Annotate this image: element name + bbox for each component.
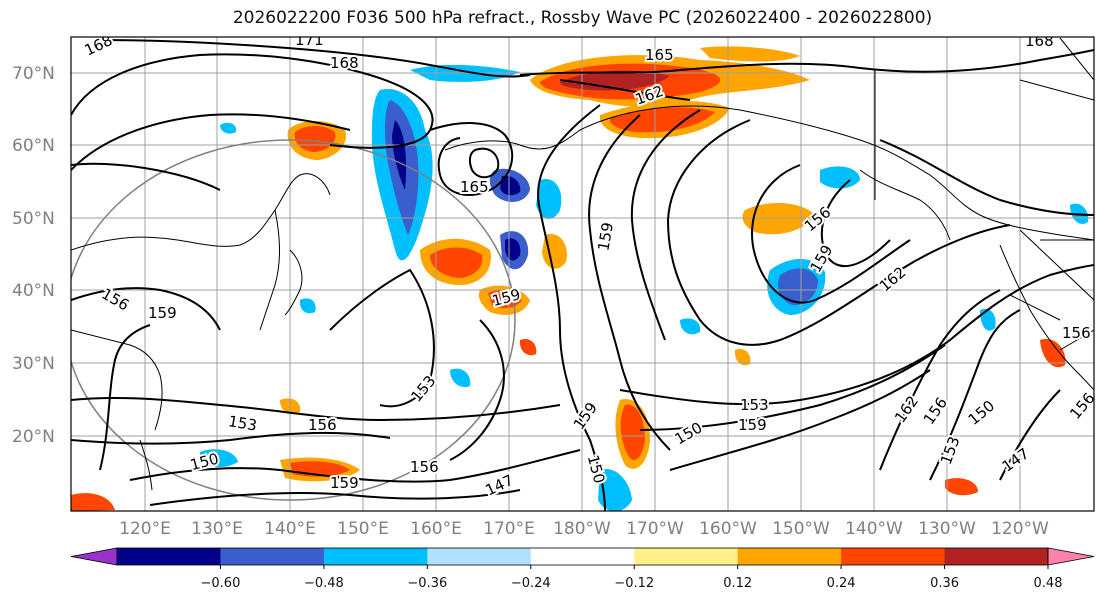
colorbar-tick-label: −0.48 <box>304 576 344 591</box>
lon-label: 170°E <box>483 519 535 539</box>
contour-label: 165 <box>645 46 674 64</box>
lat-label: 60°N <box>12 136 55 156</box>
contour-label: 159 <box>330 474 359 492</box>
colorbar-ticks: −0.60 −0.48 −0.36 −0.24 −0.12 0.12 0.24 0.36 0.4… <box>201 565 1063 591</box>
region-ellipse <box>71 139 516 501</box>
colorbar-tick-label: −0.24 <box>511 576 551 591</box>
colorbar-segment <box>427 548 532 565</box>
colorbar-segment <box>323 548 428 565</box>
contour-label: 159 <box>738 416 767 434</box>
colorbar <box>70 547 1095 566</box>
colorbar-tick-label: −0.36 <box>407 576 447 591</box>
coastlines <box>71 37 1094 491</box>
colorbar-tick-label: 0.48 <box>1034 576 1063 591</box>
lon-label: 130°W <box>918 519 976 539</box>
contour-label: 171 <box>295 31 324 49</box>
contour-label: 153 <box>740 396 769 414</box>
contour-label: 168 <box>1025 32 1054 50</box>
lon-label: 180°W <box>553 519 611 539</box>
contour-label: 162 <box>633 82 666 109</box>
plot-frame <box>70 36 1095 512</box>
lat-label: 50°N <box>12 209 55 229</box>
colorbar-segment <box>737 548 842 565</box>
contour-label: 159 <box>148 304 177 322</box>
colorbar-segment <box>530 548 635 565</box>
colorbar-extend-low <box>70 547 118 566</box>
colorbar-extend-high <box>1047 547 1095 566</box>
latitude-labels: 70°N 60°N 50°N 40°N 30°N 20°N <box>12 64 55 447</box>
colorbar-frame <box>116 547 1049 566</box>
lon-label: 120°E <box>119 519 171 539</box>
colorbar-segment <box>841 548 946 565</box>
colorbar-segment <box>117 548 221 565</box>
map-title: 2026022200 F036 500 hPa refract., Rossby… <box>232 8 933 28</box>
colorbar-tick-label: 0.36 <box>930 576 959 591</box>
colorbar-segment <box>944 548 1049 565</box>
lon-label: 140°E <box>264 519 316 539</box>
colorbar-segment <box>634 548 739 565</box>
longitude-labels: 120°E 130°E 140°E 150°E 160°E 170°E 180°… <box>119 519 1049 539</box>
lon-label: 150°W <box>772 519 830 539</box>
lon-label: 160°W <box>699 519 757 539</box>
contour-label: 156 <box>1062 324 1091 342</box>
lat-label: 40°N <box>12 281 55 301</box>
contours <box>71 39 1094 511</box>
contour-label: 156 <box>308 416 337 434</box>
lat-label: 20°N <box>12 427 55 447</box>
lon-label: 130°E <box>191 519 243 539</box>
colorbar-segment <box>220 548 325 565</box>
contour-label: 168 <box>330 54 359 72</box>
lon-label: 140°W <box>845 519 903 539</box>
lon-label: 150°E <box>337 519 389 539</box>
lon-label: 160°E <box>410 519 462 539</box>
colorbar-tick-label: −0.60 <box>201 576 241 591</box>
lat-label: 70°N <box>12 64 55 84</box>
colorbar-tick-label: 0.12 <box>723 576 752 591</box>
contour-label: 165 <box>460 178 489 196</box>
contour-label: 156 <box>410 458 439 476</box>
colorbar-tick-label: 0.24 <box>827 576 856 591</box>
lat-label: 30°N <box>12 354 55 374</box>
lon-label: 170°W <box>626 519 684 539</box>
colorbar-tick-label: −0.12 <box>614 576 654 591</box>
lon-label: 120°W <box>991 519 1049 539</box>
